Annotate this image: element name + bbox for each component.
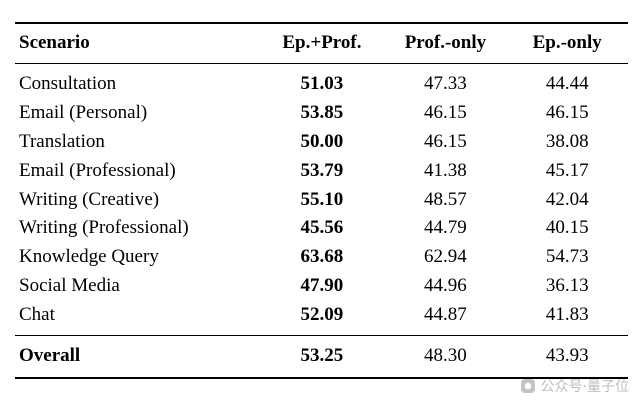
table-row: Social Media 47.90 44.96 36.13: [15, 272, 628, 301]
table-row: Email (Professional) 53.79 41.38 45.17: [15, 157, 628, 186]
cell-ep-prof: 52.09: [300, 303, 344, 325]
cell-prof-only: 44.96: [424, 274, 467, 296]
cell-overall-ep-prof: 53.25: [259, 335, 385, 380]
column-header-scenario: Scenario: [15, 22, 260, 65]
cell-ep-only: 41.83: [545, 303, 589, 325]
cell-ep-only: 46.15: [545, 102, 589, 124]
table-row: Writing (Professional) 45.56 44.79 40.15: [15, 214, 628, 243]
table-row: Email (Personal) 53.85 46.15 46.15: [15, 99, 628, 128]
cell-ep-prof: 53.79: [300, 159, 344, 181]
cell-overall-ep-only: 43.93: [506, 335, 628, 380]
column-header-ep-only: Ep.-only: [506, 22, 628, 65]
results-table: Scenario Ep.+Prof. Prof.-only Ep.-only C…: [15, 22, 628, 380]
cell-ep-prof: 51.03: [300, 73, 344, 95]
cell-ep-only: 42.04: [545, 188, 589, 210]
column-header-ep-prof: Ep.+Prof.: [259, 22, 385, 65]
table-header: Scenario Ep.+Prof. Prof.-only Ep.-only: [15, 22, 628, 65]
watermark: 公众号·量子位: [520, 376, 629, 396]
header-row: Scenario Ep.+Prof. Prof.-only Ep.-only: [15, 22, 628, 65]
cell-overall-prof-only: 48.30: [384, 335, 507, 380]
cell-scenario: Writing (Professional): [19, 217, 189, 239]
column-header-prof-only: Prof.-only: [384, 22, 507, 65]
paper-page: Scenario Ep.+Prof. Prof.-only Ep.-only C…: [15, 22, 628, 380]
cell-scenario: Chat: [19, 303, 55, 325]
cell-prof-only: 46.15: [424, 102, 467, 124]
table-row: Writing (Creative) 55.10 48.57 42.04: [15, 185, 628, 214]
table-row: Knowledge Query 63.68 62.94 54.73: [15, 243, 628, 272]
cell-ep-only: 38.08: [545, 130, 589, 152]
cell-ep-prof: 53.85: [300, 102, 344, 124]
cell-prof-only: 62.94: [424, 246, 467, 268]
cell-ep-prof: 47.90: [300, 274, 344, 296]
cell-prof-only: 44.87: [424, 303, 467, 325]
table-row: Chat 52.09 44.87 41.83: [15, 300, 628, 335]
cell-prof-only: 48.57: [424, 188, 467, 210]
cell-overall-label: Overall: [15, 335, 260, 380]
cell-scenario: Email (Professional): [19, 159, 176, 181]
cell-ep-only: 45.17: [545, 159, 589, 181]
cell-ep-only: 44.44: [545, 73, 589, 95]
table-footer: Overall 53.25 48.30 43.93: [15, 335, 628, 380]
cell-prof-only: 47.33: [424, 73, 467, 95]
cell-ep-only: 40.15: [545, 217, 589, 239]
cell-ep-prof: 63.68: [300, 246, 344, 268]
cell-scenario: Knowledge Query: [19, 246, 159, 268]
cell-scenario: Email (Personal): [19, 102, 148, 124]
overall-row: Overall 53.25 48.30 43.93: [15, 335, 628, 380]
cell-ep-prof: 55.10: [300, 188, 344, 210]
cell-prof-only: 44.79: [424, 217, 467, 239]
cell-scenario: Social Media: [19, 274, 120, 296]
table-body: Consultation 51.03 47.33 44.44 Email (Pe…: [15, 64, 628, 336]
cell-ep-only: 54.73: [545, 246, 589, 268]
cell-prof-only: 41.38: [424, 159, 467, 181]
cell-ep-prof: 45.56: [300, 217, 344, 239]
cell-ep-only: 36.13: [545, 274, 589, 296]
table-row: Translation 50.00 46.15 38.08: [15, 128, 628, 157]
cell-prof-only: 46.15: [424, 130, 467, 152]
cell-scenario: Writing (Creative): [19, 188, 160, 210]
cell-scenario: Translation: [19, 130, 105, 152]
watermark-text: 公众号·量子位: [540, 379, 629, 395]
table-row: Consultation 51.03 47.33 44.44: [15, 64, 628, 99]
cell-ep-prof: 50.00: [300, 130, 344, 152]
qbitai-logo-icon: [520, 378, 536, 394]
cell-scenario: Consultation: [19, 73, 117, 95]
